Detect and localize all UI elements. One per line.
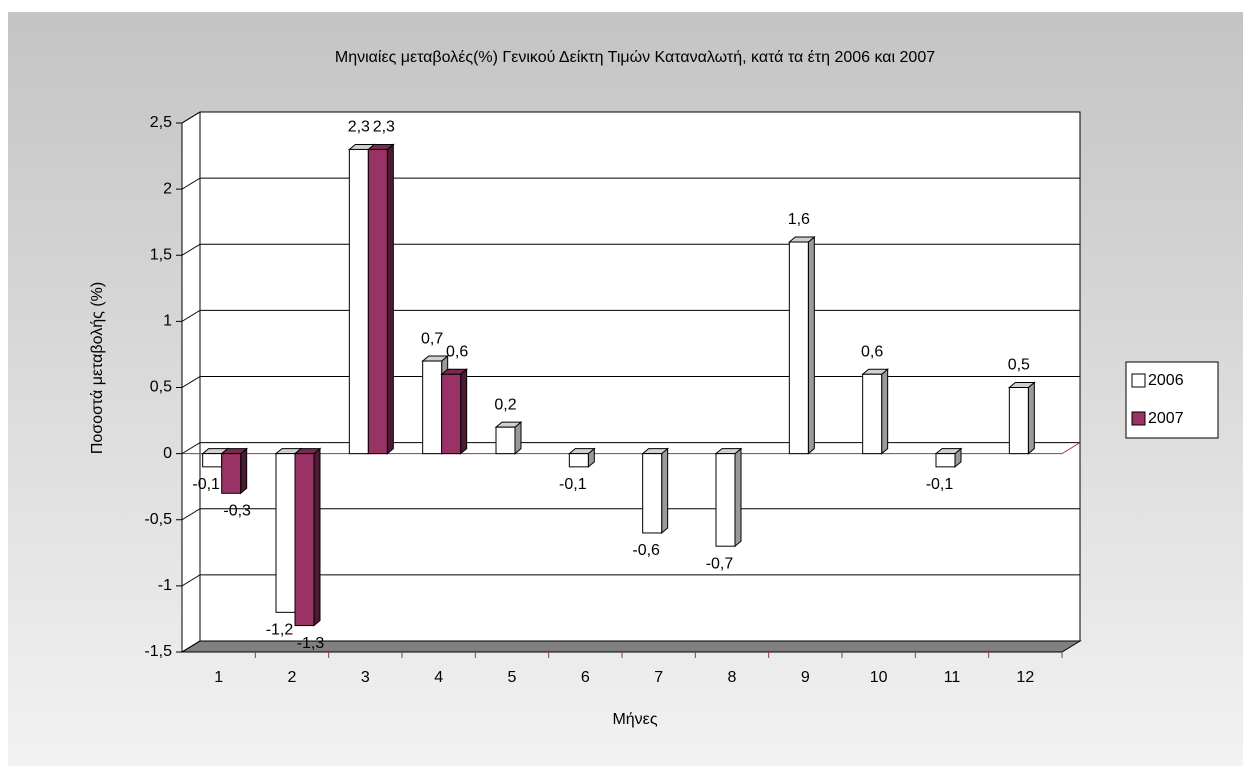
bar xyxy=(441,373,462,455)
side-grid-line xyxy=(181,574,201,587)
bar-side xyxy=(807,235,815,455)
y-tick-label: 1,5 xyxy=(150,246,172,263)
bar xyxy=(275,453,296,613)
x-tick-label: 10 xyxy=(870,669,888,686)
x-tick-label: 4 xyxy=(434,669,443,686)
y-tick-label: -1,5 xyxy=(144,643,172,660)
x-tick-label: 7 xyxy=(654,669,663,686)
bar xyxy=(495,426,516,455)
x-tick-label: 8 xyxy=(728,669,737,686)
bar xyxy=(788,241,809,455)
y-axis-title: Ποσοστά μεταβολής (%) xyxy=(89,282,106,454)
x-tick-label: 2 xyxy=(288,669,297,686)
bar-side xyxy=(1027,381,1035,455)
legend-label: 2006 xyxy=(1148,372,1184,389)
bar xyxy=(935,453,956,468)
side-grid-line xyxy=(181,442,201,455)
x-tick-label: 6 xyxy=(581,669,590,686)
y-tick-label: 2,5 xyxy=(150,114,172,131)
value-label: -1,2 xyxy=(266,622,294,639)
value-label: 0,6 xyxy=(446,343,468,360)
side-grid-line xyxy=(181,243,201,256)
bar xyxy=(568,453,589,468)
bar-side xyxy=(881,368,889,455)
y-tick-label: -1 xyxy=(158,577,172,594)
bar xyxy=(202,453,223,468)
x-tick-label: 5 xyxy=(508,669,517,686)
y-tick-label: 0 xyxy=(163,445,172,462)
y-tick-label: -0,5 xyxy=(144,511,172,528)
bar-side xyxy=(460,368,468,455)
x-tick-label: 1 xyxy=(214,669,223,686)
bar-side xyxy=(386,143,394,455)
bar xyxy=(642,453,663,534)
bar-side xyxy=(661,447,669,535)
x-tick-label: 3 xyxy=(361,669,370,686)
bar xyxy=(1008,387,1029,455)
value-label: 0,2 xyxy=(494,396,516,413)
legend-label: 2007 xyxy=(1148,410,1184,427)
zero-line-depth xyxy=(1061,442,1081,455)
value-label: -0,6 xyxy=(632,542,660,559)
bar xyxy=(367,148,388,455)
side-grid-line xyxy=(181,177,201,190)
value-label: 0,5 xyxy=(1008,357,1030,374)
bar-side xyxy=(734,447,742,548)
side-grid-line xyxy=(181,508,201,521)
value-label: 0,6 xyxy=(861,343,883,360)
bar xyxy=(715,453,736,547)
value-label: -0,1 xyxy=(926,476,954,493)
side-grid-line xyxy=(181,376,201,388)
value-label: -0,1 xyxy=(192,476,220,493)
chart-title: Μηνιαίες μεταβολές(%) Γενικού Δείκτη Τιμ… xyxy=(335,49,935,66)
value-label: 0,7 xyxy=(421,330,443,347)
x-tick-label: 11 xyxy=(944,669,961,686)
x-tick-label: 12 xyxy=(1016,669,1034,686)
value-label: 2,3 xyxy=(348,119,370,136)
y-tick-label: 0,5 xyxy=(150,379,172,396)
bar-side xyxy=(240,447,248,495)
side-grid-line xyxy=(181,111,201,124)
bar xyxy=(294,453,315,627)
legend-swatch xyxy=(1131,373,1146,388)
bar xyxy=(221,453,242,494)
value-label: -0,7 xyxy=(706,555,734,572)
value-label: -1,3 xyxy=(297,635,325,652)
legend-swatch xyxy=(1131,411,1146,426)
value-label: -0,1 xyxy=(559,476,587,493)
y-tick-label: 2 xyxy=(163,180,172,197)
bar xyxy=(348,148,369,455)
bar-side xyxy=(313,447,321,627)
side-grid-line xyxy=(181,309,201,322)
value-label: 2,3 xyxy=(373,119,395,136)
value-label: 1,6 xyxy=(788,211,810,228)
x-tick-label: 9 xyxy=(801,669,810,686)
bar xyxy=(422,360,443,455)
x-axis-title: Μήνες xyxy=(612,711,657,728)
value-label: -0,3 xyxy=(223,503,251,520)
bar xyxy=(862,373,883,455)
y-tick-label: 1 xyxy=(163,313,172,330)
side-grid-line xyxy=(181,640,201,653)
